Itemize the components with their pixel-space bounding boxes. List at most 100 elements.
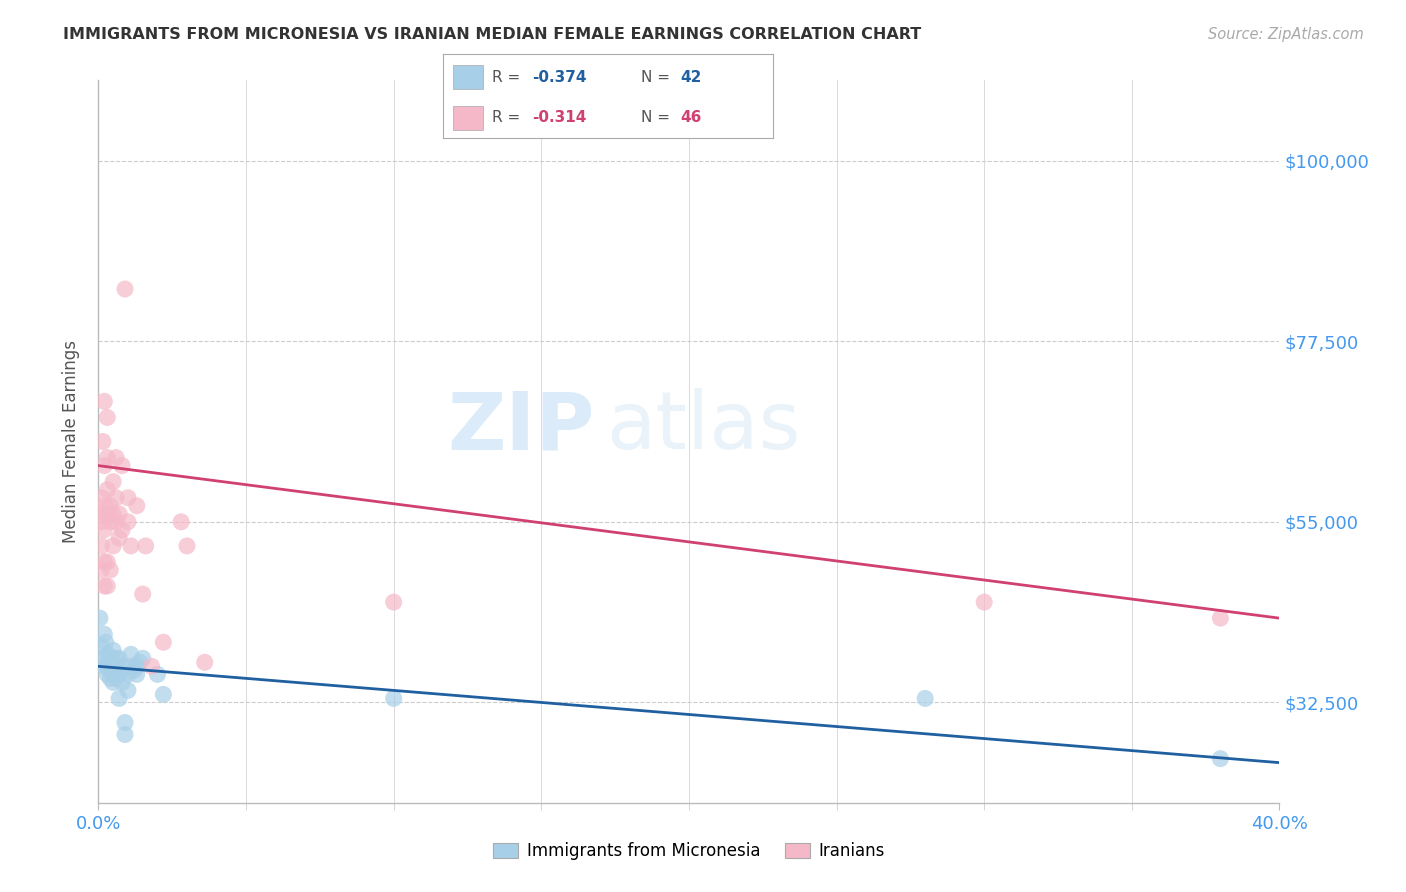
Point [105,659,128,673]
Point [132,587,155,601]
Point [111,659,134,673]
Point [111,523,134,537]
Text: IMMIGRANTS FROM MICRONESIA VS IRANIAN MEDIAN FEMALE EARNINGS CORRELATION CHART: IMMIGRANTS FROM MICRONESIA VS IRANIAN ME… [63,27,921,42]
Point [93,394,115,409]
Point [194,655,217,669]
Text: 46: 46 [681,111,702,126]
Point [108,667,131,681]
Point [125,659,148,673]
Text: ZIP: ZIP [447,388,595,467]
Point [128,655,150,669]
Point [98,651,121,665]
Text: Source: ZipAtlas.com: Source: ZipAtlas.com [1208,27,1364,42]
Point [93,659,115,673]
Point [114,715,136,730]
Point [108,691,131,706]
Point [103,507,125,521]
Text: 42: 42 [681,70,702,85]
Y-axis label: Median Female Earnings: Median Female Earnings [62,340,80,543]
Point [93,627,115,641]
Point [117,667,139,681]
Point [103,675,125,690]
Point [120,659,142,673]
Point [96,410,118,425]
Point [141,659,163,673]
Point [90,539,112,553]
Point [96,450,118,465]
Point [96,555,118,569]
Point [103,539,125,553]
Point [114,728,136,742]
Point [96,579,118,593]
Text: R =: R = [492,70,526,85]
Text: R =: R = [492,111,526,126]
Point [117,515,139,529]
Point [94,635,117,649]
Point [103,667,125,681]
Point [114,282,136,296]
Text: -0.314: -0.314 [531,111,586,126]
Point [98,655,121,669]
Point [103,475,125,489]
Point [98,563,121,577]
Point [105,664,128,678]
Bar [453,106,482,130]
Point [91,651,114,665]
Point [122,664,145,678]
Point [105,515,128,529]
Point [125,667,148,681]
Point [914,691,936,706]
Point [382,595,405,609]
Point [90,491,112,505]
Point [1209,751,1232,765]
Point [105,671,128,685]
Point [125,499,148,513]
Point [93,499,115,513]
Point [120,539,142,553]
Point [96,507,118,521]
Point [105,491,128,505]
Point [98,664,121,678]
Point [93,579,115,593]
Point [382,691,405,706]
Point [96,667,118,681]
Point [135,539,157,553]
Point [973,595,995,609]
Point [103,643,125,657]
Point [108,531,131,545]
Text: N =: N = [641,70,675,85]
Point [89,611,111,625]
Point [103,659,125,673]
Point [120,648,142,662]
Point [98,499,121,513]
Point [89,507,111,521]
Point [105,651,128,665]
Point [90,515,112,529]
Point [111,675,134,690]
Point [90,639,112,653]
Point [176,539,198,553]
Point [93,555,115,569]
Point [132,651,155,665]
Point [96,659,118,673]
Point [111,458,134,473]
Point [98,515,121,529]
Point [93,458,115,473]
Text: atlas: atlas [606,388,800,467]
Point [117,491,139,505]
Point [93,523,115,537]
Bar [453,65,482,89]
Point [105,450,128,465]
Point [96,483,118,497]
Point [90,563,112,577]
Point [108,651,131,665]
Point [98,671,121,685]
Point [146,667,169,681]
Point [96,648,118,662]
Text: N =: N = [641,111,675,126]
Point [170,515,193,529]
Point [152,687,174,701]
Point [152,635,174,649]
Point [117,683,139,698]
Point [1209,611,1232,625]
